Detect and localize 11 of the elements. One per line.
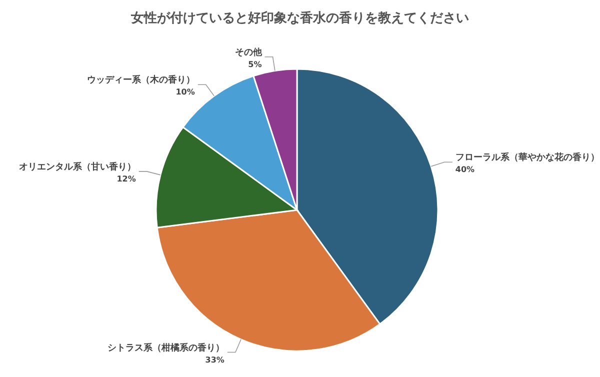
data-label: 40% (455, 165, 475, 174)
slice-label: オリエンタル系（甘い香り） (18, 161, 136, 172)
data-label: 10% (176, 88, 195, 97)
data-label: 33% (205, 355, 224, 364)
chart-title: 女性が付けていると好印象な香水の香りを教えてください (130, 10, 469, 26)
slice-label: フローラル系（華やかな花の香り） (455, 152, 600, 164)
slice-label: シトラス系（柑橘系の香り） (107, 342, 224, 354)
data-label: 5% (248, 60, 262, 69)
data-label: 12% (116, 174, 136, 184)
slice-label: その他 (234, 46, 263, 58)
slice-label: ウッディー系（木の香り） (86, 74, 195, 86)
